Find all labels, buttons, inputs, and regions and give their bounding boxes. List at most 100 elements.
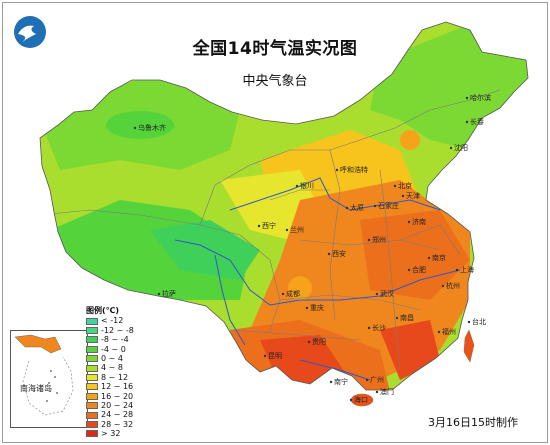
inset-label: 南海诸岛 <box>20 384 52 393</box>
city-label: 银川 <box>300 181 314 190</box>
legend-item: 12 ~ 16 <box>86 382 146 391</box>
city-dot <box>157 292 161 296</box>
city-dot <box>407 268 411 272</box>
city-dot <box>263 354 267 358</box>
city-label: 天津 <box>406 192 420 200</box>
city-dot <box>257 224 261 228</box>
legend-swatch <box>86 336 98 344</box>
legend-swatch <box>86 430 98 438</box>
city-dot <box>281 292 285 296</box>
issue-time: 3月16日15时制作 <box>428 416 518 429</box>
legend-item: -12 ~ -8 <box>86 326 146 335</box>
legend-swatch <box>86 411 98 419</box>
city-dot <box>305 306 309 310</box>
city-dot <box>395 316 399 320</box>
city-label: 成都 <box>286 289 300 298</box>
city-label: 广州 <box>370 375 384 384</box>
legend-label: 0 ~ 4 <box>101 353 123 363</box>
city-dot <box>133 126 137 130</box>
legend-label: 24 ~ 28 <box>101 410 134 420</box>
city-label: 福州 <box>442 327 456 336</box>
rivers <box>174 177 461 381</box>
city-label: 拉萨 <box>162 289 176 298</box>
city-label: 南京 <box>432 253 446 262</box>
inset-map <box>14 334 74 416</box>
city-dot <box>373 204 377 208</box>
city-dot <box>465 120 469 124</box>
legend-swatch <box>86 420 98 428</box>
city-dot <box>427 256 431 260</box>
legend-swatch <box>86 345 98 353</box>
city-dot <box>307 340 311 344</box>
legend-item: -8 ~ -4 <box>86 335 146 344</box>
city-dot <box>393 184 397 188</box>
legend-swatch <box>86 373 98 381</box>
legend-label: 16 ~ 20 <box>101 391 134 401</box>
taiwan-hainan <box>350 329 475 407</box>
legend-swatch <box>86 326 98 334</box>
legend-item: < -12 <box>86 316 146 325</box>
map-subtitle: 中央气象台 <box>242 74 308 89</box>
city-label: 长春 <box>470 117 484 126</box>
city-label: 郑州 <box>372 236 386 244</box>
legend-label: 4 ~ 8 <box>101 363 123 373</box>
city-label: 海口 <box>354 395 368 404</box>
legend-item: 4 ~ 8 <box>86 363 146 372</box>
cma-logo-icon <box>14 16 46 48</box>
city-label: 昆明 <box>268 352 282 360</box>
city-dot <box>437 330 441 334</box>
city-label: 兰州 <box>290 225 304 234</box>
legend-label: -8 ~ -4 <box>101 335 129 345</box>
city-dot <box>465 96 469 100</box>
legend-swatch <box>86 355 98 363</box>
country-outline <box>39 21 529 391</box>
city-label: 澳门 <box>380 387 394 396</box>
legend-label: > 32 <box>101 429 121 439</box>
city-label: 呼和浩特 <box>340 165 368 174</box>
legend-item: 28 ~ 32 <box>86 420 146 429</box>
legend-title: 图例(℃) <box>86 306 119 315</box>
city-label: 南宁 <box>334 377 348 386</box>
legend-item: -4 ~ 0 <box>86 345 146 354</box>
city-label: 乌鲁木齐 <box>138 123 166 132</box>
legend-label: -12 ~ -8 <box>101 325 134 335</box>
city-dot <box>349 398 353 402</box>
city-dot <box>467 320 471 324</box>
city-dot <box>367 238 371 242</box>
city-dot <box>295 184 299 188</box>
city-label: 西宁 <box>262 221 276 230</box>
legend-item: 24 ~ 28 <box>86 410 146 419</box>
city-dot <box>327 252 331 256</box>
legend-swatch <box>86 392 98 400</box>
city-dot <box>375 390 379 394</box>
city-label: 贵阳 <box>312 337 326 346</box>
legend-item: 0 ~ 4 <box>86 354 146 363</box>
city-dot <box>329 380 333 384</box>
city-label: 杭州 <box>446 281 460 290</box>
city-label: 济南 <box>412 217 426 226</box>
city-label: 沈阳 <box>454 143 468 152</box>
legend-label: 8 ~ 12 <box>101 372 129 382</box>
legend-label: < -12 <box>101 316 124 326</box>
city-dot <box>407 220 411 224</box>
city-label: 哈尔滨 <box>470 93 491 102</box>
legend-item: > 32 <box>86 429 146 438</box>
city-label: 长沙 <box>372 323 386 332</box>
legend-item: 16 ~ 20 <box>86 392 146 401</box>
legend-label: -4 ~ 0 <box>101 344 126 354</box>
map-title: 全国14时气温实况图 <box>192 39 358 59</box>
city-dot <box>401 194 405 198</box>
city-dot <box>345 206 349 210</box>
city-label: 合肥 <box>412 265 426 274</box>
city-label: 武汉 <box>380 289 394 298</box>
legend-swatch <box>86 383 98 391</box>
city-dot <box>449 146 453 150</box>
city-dot <box>335 168 339 172</box>
city-label: 重庆 <box>310 303 324 312</box>
city-dot <box>441 284 445 288</box>
city-dot <box>367 326 371 330</box>
